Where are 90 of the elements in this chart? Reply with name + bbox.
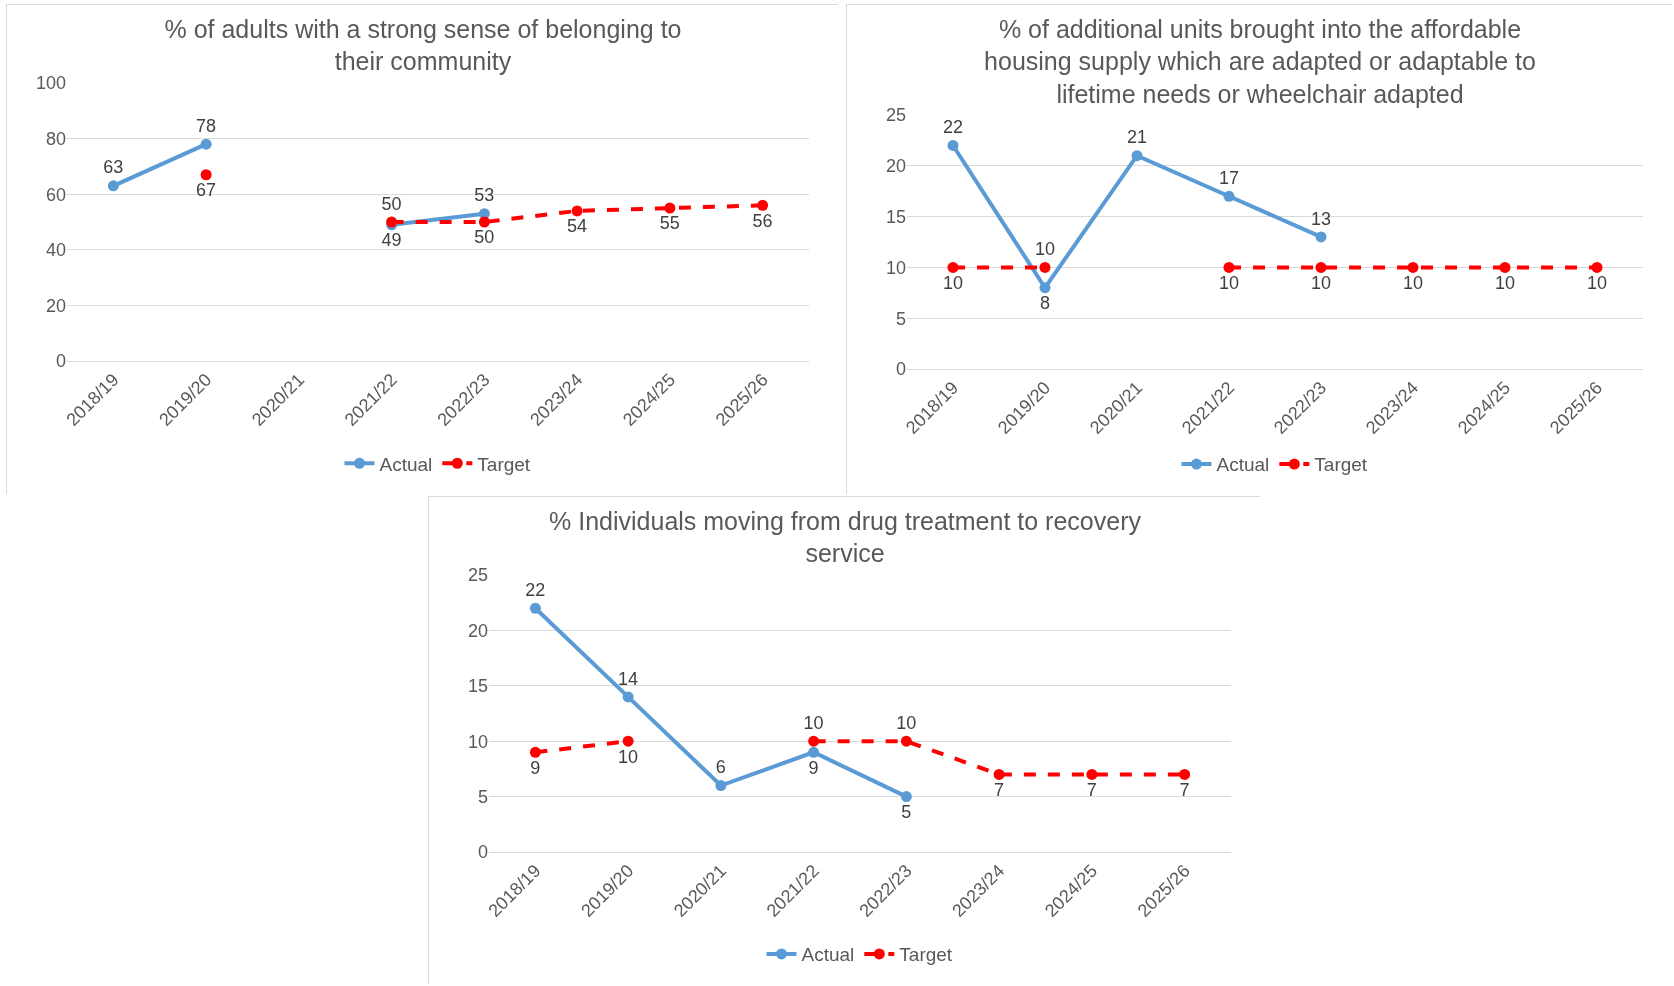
point	[107, 180, 119, 192]
data-label: 50	[474, 227, 495, 248]
data-label: 7	[1179, 779, 1190, 800]
y-tick-label: 20	[45, 295, 66, 316]
point	[1315, 261, 1327, 273]
data-label: 7	[994, 779, 1005, 800]
point	[529, 602, 541, 614]
y-tick-label: 40	[45, 240, 66, 261]
legend-label: Target	[899, 944, 953, 966]
y-tick-label: 100	[35, 73, 66, 94]
point	[1039, 282, 1051, 294]
data-label: 10	[803, 712, 824, 733]
data-label: 10	[1494, 272, 1516, 293]
point	[757, 199, 769, 211]
y-tick-label: 5	[895, 308, 906, 329]
data-label: 49	[381, 230, 402, 251]
chart-title: % Individuals moving from drug treatment to recovery service	[549, 506, 1142, 568]
data-label: 22	[942, 117, 964, 138]
data-label: 63	[103, 157, 124, 178]
point	[1315, 231, 1327, 243]
data-label: 7	[1086, 779, 1097, 800]
data-label: 10	[1402, 272, 1424, 293]
point	[900, 735, 912, 747]
point	[808, 746, 820, 758]
point	[1039, 261, 1051, 273]
y-tick-label: 60	[45, 184, 66, 205]
data-label: 10	[942, 272, 964, 293]
data-label: 10	[1218, 272, 1240, 293]
data-label: 21	[1126, 127, 1148, 148]
data-label: 9	[808, 757, 819, 778]
data-label: 14	[618, 668, 639, 689]
y-tick-label: 10	[467, 731, 488, 752]
point	[622, 691, 634, 703]
point	[1591, 261, 1603, 273]
point	[947, 139, 959, 151]
data-label: 10	[1310, 272, 1332, 293]
y-tick-label: 10	[885, 257, 906, 278]
data-label: 54	[567, 216, 588, 237]
chart-title: % of additional units brought into the affordable housing supply which are adapted or adaptable to lifetime needs or wheelchair adapted	[984, 14, 1536, 108]
point	[808, 735, 820, 747]
data-label: 55	[659, 213, 680, 234]
data-label: 53	[474, 185, 495, 206]
point	[900, 791, 912, 803]
point	[1407, 261, 1419, 273]
data-label: 50	[381, 193, 402, 214]
data-label: 8	[1039, 293, 1051, 314]
data-label: 17	[1218, 167, 1240, 188]
point	[1179, 768, 1191, 780]
y-tick-label: 0	[895, 359, 906, 380]
data-label: 6	[715, 757, 726, 778]
point	[200, 169, 212, 181]
point	[947, 261, 959, 273]
point	[993, 768, 1005, 780]
point	[478, 216, 490, 228]
legend-label: Actual	[801, 944, 855, 966]
data-label: 10	[618, 746, 639, 767]
y-tick-label: 25	[467, 565, 488, 586]
chart-title: % of adults with a strong sense of belonging to their community	[164, 14, 682, 76]
legend-label: Actual	[379, 453, 433, 475]
y-tick-label: 15	[467, 676, 488, 697]
data-label: 10	[1586, 272, 1608, 293]
y-tick-label: 15	[885, 206, 906, 227]
point	[715, 780, 727, 792]
data-label: 9	[530, 757, 541, 778]
data-label: 13	[1310, 208, 1332, 229]
data-label: 22	[525, 579, 546, 600]
point	[1131, 150, 1143, 162]
point	[1223, 261, 1235, 273]
y-tick-label: 25	[885, 105, 906, 126]
point	[571, 205, 583, 217]
point	[622, 735, 634, 747]
legend-label: Target	[1314, 454, 1368, 476]
data-label: 67	[196, 180, 217, 201]
point	[664, 202, 676, 214]
data-label: 10	[1034, 239, 1056, 260]
point	[529, 746, 541, 758]
y-tick-label: 20	[885, 156, 906, 177]
y-tick-label: 0	[55, 351, 66, 372]
data-label: 78	[196, 115, 217, 136]
legend-label: Target	[477, 453, 531, 475]
y-tick-label: 20	[467, 620, 488, 641]
point	[1499, 261, 1511, 273]
point	[1223, 190, 1235, 202]
point	[1086, 768, 1098, 780]
data-label: 56	[752, 210, 773, 231]
y-tick-label: 80	[45, 128, 66, 149]
y-tick-label: 0	[477, 842, 488, 863]
y-tick-label: 5	[477, 786, 488, 807]
legend-label: Actual	[1216, 454, 1270, 476]
point	[200, 138, 212, 150]
